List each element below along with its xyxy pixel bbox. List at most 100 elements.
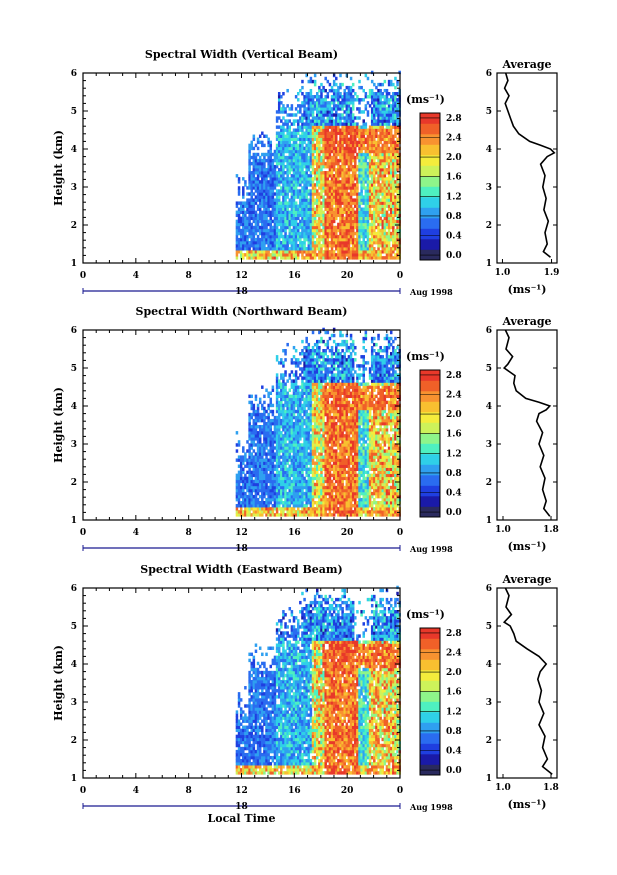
heatmap-cell <box>294 403 298 408</box>
average-frame <box>496 72 558 264</box>
heatmap-cell <box>299 367 302 371</box>
heatmap-cell <box>330 137 334 142</box>
heatmap-cell <box>307 494 311 499</box>
heatmap-cell <box>301 198 304 202</box>
heatmap-cell <box>354 244 357 248</box>
heatmap-cell <box>351 256 355 260</box>
heatmap-cell <box>396 128 399 132</box>
heatmap-cell <box>392 195 395 199</box>
heatmap-cell <box>271 421 275 426</box>
heatmap-cell <box>339 104 342 108</box>
heatmap-cell <box>358 85 361 90</box>
heatmap-cell <box>258 434 262 438</box>
heatmap-cell <box>256 507 260 511</box>
heatmap-cell <box>347 161 351 166</box>
heatmap-cell <box>248 161 251 166</box>
heatmap-cell <box>383 186 387 190</box>
heatmap-cell <box>320 237 323 242</box>
heatmap-cell <box>358 231 361 236</box>
heatmap-cell <box>284 192 287 196</box>
heatmap-cell <box>256 234 260 239</box>
heatmap-cell <box>286 171 289 175</box>
heatmap-cell <box>303 355 306 359</box>
heatmap-cell <box>265 228 268 233</box>
heatmap-cell <box>360 168 363 172</box>
heatmap-cell <box>351 155 355 160</box>
heatmap-cell <box>271 461 275 465</box>
heatmap-cell <box>318 164 321 169</box>
heatmap-cell <box>381 204 385 208</box>
heatmap-cell <box>318 152 321 157</box>
heatmap-cell <box>394 119 397 123</box>
heatmap-cell <box>394 128 397 132</box>
heatmap-cell <box>337 177 340 181</box>
heatmap-cell <box>292 467 296 471</box>
heatmap-cell <box>254 240 258 245</box>
heatmap-cell <box>356 192 359 196</box>
heatmap-cell <box>263 415 266 420</box>
heatmap-cell <box>392 180 395 184</box>
heatmap-cell <box>364 231 368 236</box>
heatmap-cell <box>286 491 289 496</box>
heatmap-cell <box>256 406 260 411</box>
heatmap-cell <box>303 107 306 111</box>
heatmap-cell <box>358 204 361 208</box>
heatmap-cell <box>337 183 340 187</box>
heatmap-cell <box>316 222 319 227</box>
heatmap-cell <box>248 171 251 175</box>
heatmap-cell <box>392 140 395 145</box>
heatmap-cell <box>375 119 378 123</box>
heatmap-cell <box>288 234 292 239</box>
heatmap-cell <box>339 174 342 178</box>
heatmap-cell <box>235 491 239 496</box>
heatmap-cell <box>326 234 330 239</box>
heatmap-cell <box>337 201 340 205</box>
heatmap-cell <box>261 455 264 459</box>
heatmap-cell <box>301 131 304 135</box>
heatmap-cell <box>307 488 311 493</box>
heatmap-cell <box>301 397 304 402</box>
heatmap-cell <box>269 256 273 260</box>
heatmap-cell <box>387 137 391 142</box>
heatmap-cell <box>269 201 273 205</box>
heatmap-cell <box>303 364 306 368</box>
heatmap-cell <box>305 464 308 468</box>
heatmap-cell <box>379 101 382 105</box>
heatmap-cell <box>320 189 323 193</box>
heatmap-cell <box>296 507 300 511</box>
heatmap-cell <box>303 183 306 187</box>
heatmap-cell <box>392 244 395 248</box>
heatmap-cell <box>341 253 344 257</box>
heatmap-cell <box>379 116 382 120</box>
heatmap-cell <box>364 95 368 99</box>
heatmap-cell <box>305 394 308 399</box>
heatmap-cell <box>379 237 382 242</box>
heatmap-cell <box>320 161 323 166</box>
heatmap-cell <box>286 403 289 408</box>
heatmap-cell <box>351 219 355 224</box>
heatmap-cell <box>349 240 353 245</box>
heatmap-cell <box>244 253 247 257</box>
heatmap-cell <box>265 231 268 236</box>
heatmap-cell <box>261 501 264 505</box>
heatmap-cell <box>311 201 315 205</box>
heatmap-cell <box>286 473 289 478</box>
heatmap-cell <box>309 253 313 257</box>
heatmap-cell <box>271 507 275 511</box>
heatmap-cell <box>261 234 264 239</box>
heatmap-cell <box>389 207 393 211</box>
heatmap-cell <box>354 231 357 236</box>
heatmap-cell <box>330 171 334 175</box>
heatmap-cell <box>288 388 292 392</box>
heatmap-cell <box>275 192 279 196</box>
heatmap-cell <box>269 186 273 190</box>
heatmap-cell <box>370 183 374 187</box>
heatmap-cell <box>248 240 251 245</box>
heatmap-cell <box>394 174 397 178</box>
heatmap-cell <box>351 225 355 230</box>
heatmap-cell <box>292 171 296 175</box>
heatmap-cell <box>294 461 298 465</box>
heatmap-cell <box>292 415 296 420</box>
heatmap-cell <box>322 201 325 205</box>
heatmap-cell <box>296 256 300 260</box>
